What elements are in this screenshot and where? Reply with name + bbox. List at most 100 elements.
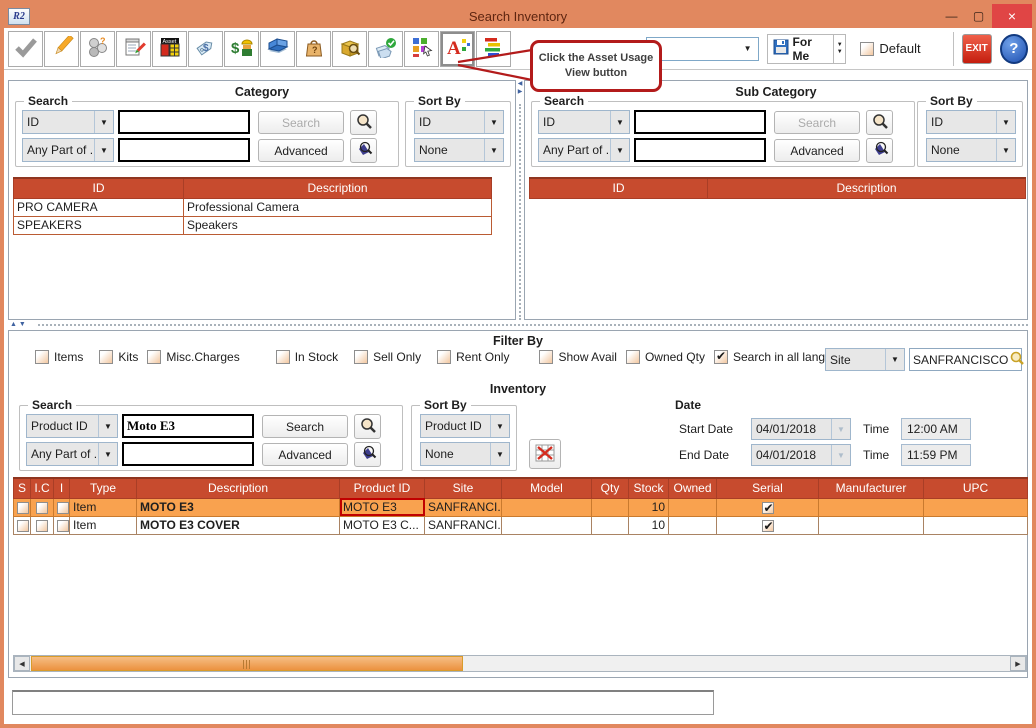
subcategory-advanced-button[interactable]: Advanced — [774, 139, 860, 162]
col-manufacturer[interactable]: Manufacturer — [818, 477, 924, 499]
inventory-sort-secondary-combo[interactable]: None ▼ — [420, 442, 510, 466]
inventory-query-input[interactable] — [122, 414, 254, 438]
col-qty[interactable]: Qty — [591, 477, 629, 499]
col-stock[interactable]: Stock — [628, 477, 669, 499]
col-product-id[interactable]: Product ID — [339, 477, 425, 499]
status-bars-button[interactable] — [476, 30, 511, 67]
chevron-down-icon[interactable]: ▼ — [98, 415, 117, 437]
search-all-languages-checkbox[interactable] — [713, 349, 728, 364]
row-ic-checkbox[interactable] — [36, 519, 48, 532]
col-description[interactable]: Description — [136, 477, 340, 499]
category-field-combo[interactable]: ID ▼ — [22, 110, 114, 134]
chevron-down-icon[interactable]: ▼ — [94, 111, 113, 133]
category-query2-input[interactable] — [118, 138, 250, 162]
kits-checkbox[interactable] — [99, 350, 114, 364]
start-date-combo[interactable]: 04/01/2018 ▼ — [751, 418, 851, 440]
asset-register-button[interactable]: Asset — [152, 30, 187, 67]
subcategory-col-id[interactable]: ID — [529, 177, 708, 199]
maximize-button[interactable]: ▢ — [972, 9, 985, 23]
col-site[interactable]: Site — [424, 477, 502, 499]
col-ic[interactable]: I.C — [30, 477, 54, 499]
notes-pad-button[interactable] — [116, 30, 151, 67]
gold-magnifier-icon[interactable] — [1009, 350, 1025, 369]
inventory-row[interactable]: Item MOTO E3 COVER MOTO E3 C... SANFRANC… — [13, 515, 1028, 535]
subcategory-advanced-icon-button[interactable] — [866, 138, 893, 163]
minimize-button[interactable]: — — [945, 9, 958, 23]
subcategory-match-combo[interactable]: Any Part of ... ▼ — [538, 138, 630, 162]
saved-view-combobox[interactable]: ▼ — [646, 36, 759, 61]
category-query-input[interactable] — [118, 110, 250, 134]
category-col-id[interactable]: ID — [13, 177, 184, 199]
chevron-down-icon[interactable]: ▼ — [743, 44, 752, 53]
chevron-down-icon[interactable]: ▼ — [610, 139, 629, 161]
col-i[interactable]: I — [53, 477, 70, 499]
subcategory-field-combo[interactable]: ID ▼ — [538, 110, 630, 134]
row-s-checkbox[interactable] — [17, 519, 29, 532]
chevron-down-icon[interactable]: ▼ — [98, 443, 117, 465]
search-box-button[interactable] — [332, 30, 367, 67]
category-row[interactable]: PRO CAMERA Professional Camera — [13, 197, 492, 217]
labor-cost-button[interactable]: $ — [224, 30, 259, 67]
chevron-down-icon[interactable]: ▼ — [94, 139, 113, 161]
chevron-down-icon[interactable]: ▼ — [490, 415, 509, 437]
start-time-field[interactable]: 12:00 AM — [901, 418, 971, 440]
show-avail-checkbox[interactable] — [539, 350, 554, 364]
chevron-down-icon[interactable]: ▼ — [490, 443, 509, 465]
inventory-field-combo[interactable]: Product ID ▼ — [26, 414, 118, 438]
horizontal-scrollbar[interactable]: ◀ ▶ — [13, 655, 1027, 672]
col-owned[interactable]: Owned — [668, 477, 717, 499]
category-match-combo[interactable]: Any Part of ... ▼ — [22, 138, 114, 162]
row-i-checkbox[interactable] — [57, 519, 69, 532]
inventory-sort-primary-combo[interactable]: Product ID ▼ — [420, 414, 510, 438]
inventory-search-button[interactable]: Search — [262, 415, 348, 438]
chevron-down-icon[interactable]: ▼ — [996, 139, 1015, 161]
splitter-arrows-icon[interactable]: ▲▼ — [10, 321, 28, 328]
subcategory-search-button[interactable]: Search — [774, 111, 860, 134]
scroll-left-icon[interactable]: ◀ — [14, 656, 30, 671]
close-button[interactable]: × — [992, 4, 1032, 28]
focused-cell[interactable]: MOTO E3 — [339, 497, 425, 517]
category-advanced-button[interactable]: Advanced — [258, 139, 344, 162]
view-spinner[interactable]: ▼ ▼ — [834, 33, 847, 64]
query-spheres-button[interactable]: ? — [80, 30, 115, 67]
catalog-book-button[interactable] — [260, 30, 295, 67]
col-upc[interactable]: UPC — [923, 477, 1028, 499]
save-for-me-button[interactable]: For Me — [766, 33, 835, 64]
owned-qty-checkbox[interactable] — [625, 350, 640, 364]
chevron-down-icon[interactable]: ▼ — [610, 111, 629, 133]
in-stock-checkbox[interactable] — [275, 350, 290, 364]
sell-only-checkbox[interactable] — [354, 350, 369, 364]
end-date-combo[interactable]: 04/01/2018 ▼ — [751, 444, 851, 466]
serial-checkbox[interactable] — [761, 519, 774, 533]
scrollbar-thumb[interactable] — [31, 656, 463, 671]
end-time-field[interactable]: 11:59 PM — [901, 444, 971, 466]
category-search-icon-button[interactable] — [350, 110, 377, 135]
help-button[interactable]: ? — [999, 33, 1028, 64]
chevron-down-icon[interactable]: ▼ — [885, 349, 904, 370]
verify-tags-button[interactable] — [368, 30, 403, 67]
subcategory-col-description[interactable]: Description — [707, 177, 1026, 199]
price-tag-button[interactable]: $ — [188, 30, 223, 67]
inventory-query2-input[interactable] — [122, 442, 254, 466]
clear-results-button[interactable] — [529, 439, 561, 469]
subcategory-query2-input[interactable] — [634, 138, 766, 162]
items-checkbox[interactable] — [35, 350, 49, 364]
approve-check-button[interactable] — [8, 30, 43, 67]
subcategory-query-input[interactable] — [634, 110, 766, 134]
category-search-button[interactable]: Search — [258, 111, 344, 134]
inventory-row-selected[interactable]: Item MOTO E3 MOTO E3 SANFRANCI... 10 — [13, 497, 1028, 517]
chevron-down-icon[interactable]: ▼ — [996, 111, 1015, 133]
serial-checkbox[interactable] — [761, 501, 774, 515]
scroll-right-icon[interactable]: ▶ — [1010, 656, 1026, 671]
category-col-description[interactable]: Description — [183, 177, 492, 199]
footer-note-input[interactable] — [12, 690, 714, 715]
inventory-match-combo[interactable]: Any Part of ... ▼ — [26, 442, 118, 466]
category-advanced-icon-button[interactable] — [350, 138, 377, 163]
color-grid-button[interactable] — [404, 30, 439, 67]
site-combo[interactable]: Site ▼ — [825, 348, 905, 371]
horizontal-splitter[interactable]: ▲▼ — [8, 321, 1028, 330]
edit-pencil-button[interactable] — [44, 30, 79, 67]
order-bag-button[interactable]: ? — [296, 30, 331, 67]
exit-button[interactable]: EXIT — [961, 33, 992, 64]
chevron-down-icon[interactable]: ▼ — [484, 111, 503, 133]
